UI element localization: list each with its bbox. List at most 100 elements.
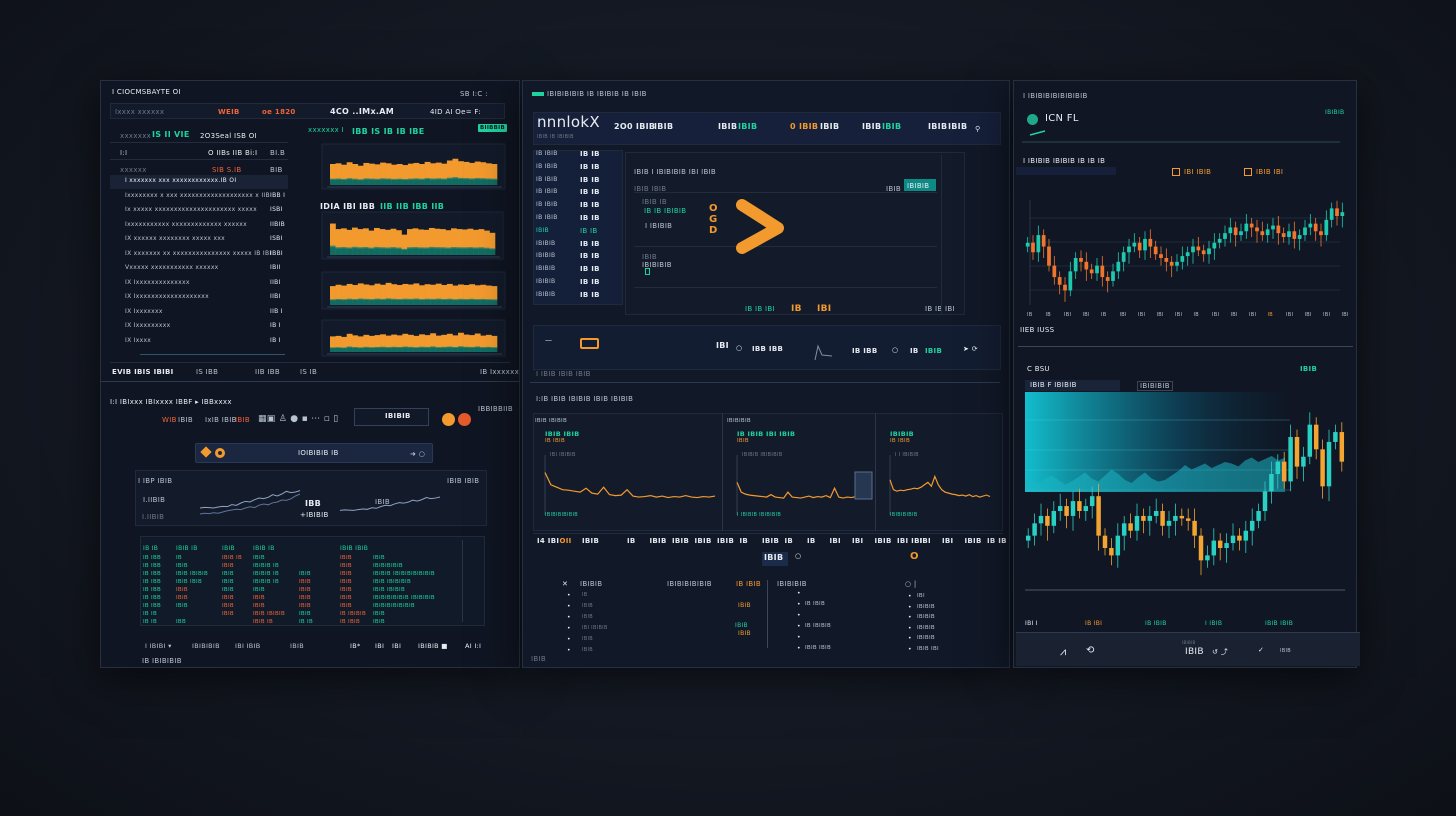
list-item-label[interactable]: IX Ixxxxxxxxxxxxxx bbox=[125, 278, 190, 286]
list-c-item[interactable]: IBIBIB bbox=[917, 624, 935, 631]
market-name[interactable]: IB IBIB bbox=[536, 201, 558, 209]
list-item-label[interactable]: Vxxxxx xxxxxxxxxxx xxxxxx bbox=[125, 264, 219, 271]
list-a-item[interactable]: IBI IBIBIB bbox=[582, 625, 608, 631]
toolbar-icons[interactable]: ▦▣ ♙ ● ▪ ⋯ ▫ ▯ bbox=[258, 414, 339, 424]
list-c-item[interactable]: IBIBIB bbox=[917, 614, 935, 620]
toolbar-item[interactable]: IBIB bbox=[235, 416, 250, 424]
list-c-item[interactable]: IBIBIB bbox=[917, 603, 935, 610]
list-a-item[interactable]: IBIB bbox=[582, 614, 594, 620]
toolbar-item[interactable]: IxIB IBIB bbox=[205, 416, 237, 424]
list-b-item[interactable]: IB IBIBIB bbox=[805, 623, 832, 629]
bottom-toolbar-item[interactable]: IBIBIBIB bbox=[192, 642, 220, 650]
coin-icon[interactable] bbox=[442, 413, 455, 426]
wave-bar bbox=[491, 335, 498, 348]
toolbar-item[interactable]: IBIB bbox=[178, 416, 193, 424]
list-a-item[interactable]: IBIB bbox=[582, 603, 594, 609]
user-icon[interactable]: ⚲ bbox=[975, 125, 981, 133]
refresh-icon[interactable]: ⟲ bbox=[1086, 645, 1095, 656]
scroll-track[interactable] bbox=[140, 354, 285, 355]
play-chevron[interactable] bbox=[736, 199, 784, 254]
tab-b[interactable]: IBIBIB bbox=[907, 182, 930, 190]
link-icon[interactable]: ↺ ⤴ bbox=[1212, 648, 1228, 656]
section2-tab-a[interactable] bbox=[1025, 380, 1120, 391]
send-icon[interactable]: ➜ ○ bbox=[410, 450, 426, 458]
market-name[interactable]: IBIBIB bbox=[536, 290, 556, 298]
market-name[interactable]: IBIBIB bbox=[536, 252, 556, 260]
brand-bar bbox=[533, 112, 1001, 145]
left-top-header-icons[interactable]: SB I:C : bbox=[460, 90, 488, 98]
minus-icon[interactable]: — bbox=[545, 336, 553, 344]
market-name[interactable]: IB IBIB bbox=[536, 150, 558, 157]
circle-icon-3[interactable]: ○ bbox=[795, 552, 802, 560]
section2-tab-a-label[interactable]: IBIB F IBIBIB bbox=[1030, 381, 1077, 389]
list-c-item[interactable]: IBI bbox=[917, 593, 925, 599]
list-b-item[interactable]: IB IBIB bbox=[805, 601, 826, 607]
list-item-label[interactable]: Ixxxxxxxx x xxx xxxxxxxxxxxxxxxxxxx x II… bbox=[125, 191, 270, 199]
info-icon[interactable]: ○ | bbox=[905, 580, 917, 588]
list-item-label[interactable]: IX Ixxxxxxxxx bbox=[125, 322, 171, 329]
market-name[interactable]: IB IBIB bbox=[536, 162, 558, 170]
list-a-item[interactable]: IB bbox=[582, 592, 588, 598]
toolbar-right-controls[interactable]: 4ID AI Oe= F: bbox=[430, 108, 481, 116]
center-toggle[interactable] bbox=[762, 552, 788, 566]
tab-b-active[interactable] bbox=[904, 179, 936, 191]
search-bar[interactable] bbox=[195, 443, 433, 463]
list-c-item[interactable]: IBIBIB bbox=[917, 635, 935, 641]
candle bbox=[1319, 231, 1323, 236]
list-a-item[interactable]: IBIB bbox=[582, 647, 594, 653]
list-c-item[interactable]: IBIB IBI bbox=[917, 645, 939, 652]
chart-tool-icon[interactable]: ⩘ bbox=[1060, 645, 1067, 658]
bottom-toolbar-item[interactable]: IBIBIB ■ bbox=[418, 642, 448, 650]
list-item-label[interactable]: IX xxxxxxx xx xxxxxxxxxxxxxxx xxxxx IB I… bbox=[125, 249, 272, 257]
list-item-label[interactable]: I xxxxxxx xxx xxxxxxxxxxxx.IB OI bbox=[125, 177, 237, 184]
bottom-toolbar-item[interactable]: IBI bbox=[392, 642, 402, 650]
tab-a[interactable]: IBIB bbox=[886, 185, 901, 193]
list-a-item[interactable]: IBIB bbox=[582, 636, 594, 642]
list-item-label[interactable]: IX xxxxxx xxxxxxxx xxxxx xxx bbox=[125, 235, 226, 242]
table-header[interactable]: IB IB bbox=[143, 545, 159, 552]
line-chart-controls[interactable]: IBIB IBIB bbox=[447, 477, 480, 485]
bottom-toolbar-item[interactable]: IBIB bbox=[290, 642, 304, 650]
search-input[interactable]: IOIBIBIB IB bbox=[298, 449, 339, 457]
bottom-toolbar-item[interactable]: IBI bbox=[375, 642, 385, 650]
market-name[interactable]: IBIBIB bbox=[536, 265, 556, 273]
chart-badge[interactable]: BIIBBIB bbox=[478, 124, 508, 132]
list-b-item[interactable]: IBIB IBIB bbox=[805, 645, 832, 651]
orange-ring-icon[interactable]: O bbox=[910, 551, 919, 562]
market-name[interactable]: IB IBIB bbox=[536, 175, 558, 183]
circle-icon[interactable]: ○ bbox=[736, 344, 743, 352]
toolbar-item[interactable]: WIB bbox=[162, 416, 177, 424]
wallet-icon[interactable] bbox=[580, 338, 599, 349]
list-item-label[interactable]: IX Ixxxx bbox=[125, 336, 152, 344]
close-icon[interactable]: ✕ bbox=[562, 580, 569, 588]
list-item-label[interactable]: Ixxxxxxxxxxx xxxxxxxxxxxxx xxxxxx bbox=[125, 220, 248, 228]
table-scrollbar[interactable] bbox=[462, 540, 476, 622]
market-name[interactable]: IBIBIB bbox=[536, 239, 556, 247]
center-label[interactable]: IBIB bbox=[764, 553, 784, 562]
list-item-label[interactable]: IX Ixxxxxxxxxxxxxxxxxxx bbox=[125, 293, 209, 300]
market-name[interactable]: IBIB bbox=[536, 226, 549, 234]
market-name[interactable]: IB IBIB bbox=[536, 214, 558, 221]
section2-tab-b[interactable]: IBIBIBIB bbox=[1137, 381, 1173, 391]
bottom-toolbar-item[interactable]: IBI IBIB bbox=[235, 642, 261, 650]
ticker-box[interactable] bbox=[354, 408, 429, 426]
brand-logo[interactable]: nnnlokX bbox=[537, 113, 600, 131]
market-name[interactable]: IB IBIB bbox=[536, 188, 558, 196]
market-name[interactable]: IBIBIB bbox=[536, 278, 556, 285]
record-icon[interactable] bbox=[458, 413, 471, 426]
share-icon[interactable]: ➤ ⟳ bbox=[963, 345, 978, 353]
check-icon[interactable]: ✓ bbox=[1258, 646, 1265, 654]
list-item-label[interactable]: IX Ixxxxxxx bbox=[125, 307, 163, 315]
bottom-toolbar-item[interactable]: IB* bbox=[350, 642, 361, 650]
bottom-toolbar-item[interactable]: I IBIBI ▾ bbox=[145, 642, 172, 650]
table-header[interactable]: IBIB IB bbox=[253, 545, 275, 552]
footer-label[interactable]: IBIB bbox=[1185, 647, 1204, 657]
list-item-label[interactable]: Ix xxxxx xxxxxxxxxxxxxxxxxxxxx xxxxx bbox=[125, 206, 257, 213]
bottom-toolbar-item[interactable]: AI I:I bbox=[465, 642, 482, 650]
table-header[interactable]: IBIB bbox=[222, 545, 235, 552]
right-tool-rail[interactable] bbox=[941, 155, 965, 315]
table-header[interactable]: IBIB IBIB bbox=[340, 545, 369, 552]
table-header[interactable]: IBIB IB bbox=[176, 545, 198, 552]
circle-icon-2[interactable]: ○ bbox=[892, 346, 899, 354]
